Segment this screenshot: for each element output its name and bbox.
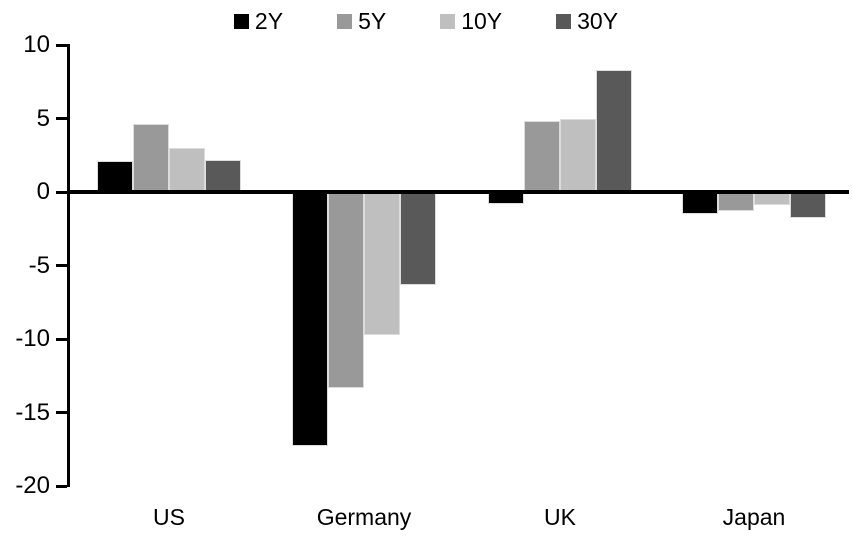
bar-germany-10y xyxy=(364,192,400,335)
bar-japan-30y xyxy=(790,192,826,219)
legend-label: 10Y xyxy=(461,8,503,34)
bar-us-2y xyxy=(97,161,133,192)
bar-japan-2y xyxy=(682,192,718,215)
bar-uk-30y xyxy=(596,69,632,192)
y-axis-tick-label: -5 xyxy=(28,251,50,279)
legend-label: 30Y xyxy=(577,8,619,34)
x-axis-label-us: US xyxy=(153,504,185,530)
x-axis-label-japan: Japan xyxy=(722,504,786,530)
y-axis-tick-label: 5 xyxy=(36,104,50,132)
legend-label: 2Y xyxy=(254,8,284,34)
bar-uk-5y xyxy=(524,121,560,192)
y-axis-tick xyxy=(56,190,67,194)
zero-baseline xyxy=(67,190,849,194)
bar-us-5y xyxy=(133,124,169,192)
legend-item-5y: 5Y xyxy=(337,10,386,33)
legend-swatch-icon xyxy=(556,14,572,29)
legend-item-10y: 10Y xyxy=(440,10,502,33)
legend-item-30y: 30Y xyxy=(556,10,618,33)
y-axis-line xyxy=(67,44,70,487)
legend-label: 5Y xyxy=(358,8,387,34)
x-axis-label-uk: UK xyxy=(544,504,576,530)
bar-us-30y xyxy=(205,159,241,192)
y-axis-tick-label: 0 xyxy=(36,178,50,205)
legend-swatch-icon xyxy=(337,14,353,29)
y-axis-tick xyxy=(56,337,67,341)
bar-us-10y xyxy=(169,147,205,192)
y-axis-tick xyxy=(56,264,67,267)
y-axis-tick-label: -15 xyxy=(15,398,50,426)
y-axis-tick xyxy=(56,411,67,414)
y-axis-tick-label: -10 xyxy=(15,325,50,352)
y-axis-tick xyxy=(56,43,67,47)
legend-swatch-icon xyxy=(233,14,249,29)
y-axis-tick-label: 10 xyxy=(23,31,50,58)
bar-uk-10y xyxy=(560,118,596,192)
bar-germany-2y xyxy=(292,192,328,447)
y-axis-tick xyxy=(56,484,67,488)
bar-germany-30y xyxy=(400,192,436,285)
bar-germany-5y xyxy=(328,192,364,388)
legend-swatch-icon xyxy=(440,14,456,29)
legend-item-2y: 2Y xyxy=(233,8,284,34)
x-axis-label-germany: Germany xyxy=(316,504,412,530)
chart-legend: 2Y 5Y 10Y 30Y xyxy=(0,10,852,33)
y-axis-tick-label: -20 xyxy=(15,472,50,499)
y-axis-tick xyxy=(56,117,67,120)
bar-japan-5y xyxy=(718,192,754,212)
